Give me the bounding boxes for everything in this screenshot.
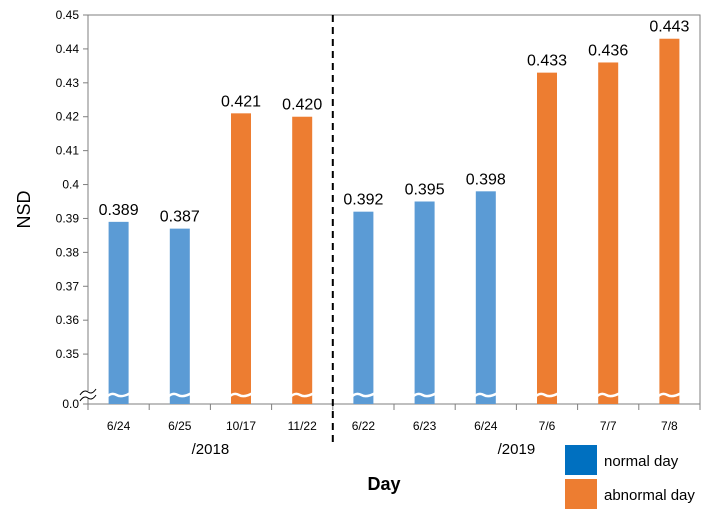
y-tick-label: 0.0	[62, 397, 79, 411]
y-tick-label: 0.42	[56, 110, 80, 124]
legend-swatch-normal	[565, 445, 597, 475]
bar-break	[656, 391, 683, 398]
y-tick-label: 0.44	[56, 42, 80, 56]
bar	[231, 113, 251, 404]
legend-swatch-abnormal	[565, 479, 597, 509]
bar	[169, 228, 190, 404]
data-label: 0.443	[649, 19, 689, 36]
axis-break-gap	[82, 391, 94, 398]
bar	[475, 191, 496, 404]
bar-break	[411, 391, 438, 398]
bar-break	[166, 391, 193, 398]
y-tick-label: 0.41	[56, 144, 80, 158]
data-label: 0.387	[160, 209, 200, 226]
y-axis-title: NSD	[14, 190, 34, 228]
bar-break	[534, 391, 560, 398]
axis-break-mark	[79, 394, 97, 402]
legend-label-normal: normal day	[604, 453, 679, 470]
bar-break	[472, 391, 499, 398]
group-label: /2018	[192, 441, 230, 458]
data-label: 0.433	[527, 53, 567, 70]
bar-break	[228, 391, 254, 398]
y-tick-label: 0.4	[62, 178, 79, 192]
legend-label-abnormal: abnormal day	[604, 487, 695, 504]
bar-break	[350, 391, 377, 398]
bar	[414, 201, 435, 404]
data-label: 0.420	[282, 97, 322, 114]
data-label: 0.389	[99, 202, 139, 219]
x-tick-label: 6/25	[168, 419, 192, 433]
y-tick-label: 0.43	[56, 76, 80, 90]
bar	[598, 62, 619, 405]
data-label: 0.436	[588, 42, 628, 59]
data-label: 0.392	[343, 192, 383, 209]
y-tick-label: 0.38	[56, 245, 80, 259]
x-tick-label: 6/24	[474, 419, 498, 433]
axis-break-mark	[79, 388, 97, 396]
x-tick-label: 7/8	[661, 419, 678, 433]
y-tick-label: 0.39	[56, 211, 80, 225]
data-label: 0.398	[466, 171, 506, 188]
bar	[292, 116, 313, 405]
x-tick-label: 6/24	[107, 419, 131, 433]
x-tick-label: 6/22	[352, 419, 376, 433]
y-tick-label: 0.35	[56, 347, 80, 361]
y-tick-label: 0.37	[56, 279, 80, 293]
x-tick-label: 7/6	[539, 419, 556, 433]
x-tick-label: 7/7	[600, 419, 617, 433]
group-label: /2019	[498, 441, 536, 458]
x-axis-title: Day	[367, 474, 400, 494]
bar-break	[105, 391, 132, 398]
y-tick-label: 0.36	[56, 313, 80, 327]
data-label: 0.421	[221, 93, 261, 110]
bar	[659, 38, 680, 405]
bar	[108, 221, 129, 404]
x-tick-label: 6/23	[413, 419, 437, 433]
plot-area: 0.0 0.35 0.36 0.37 0.38 0.39 0.4 0.41 0.42 0.43 0.…	[14, 8, 701, 509]
y-tick-label: 0.45	[56, 8, 80, 22]
bar-break	[289, 391, 315, 398]
bar	[537, 72, 557, 405]
x-tick-label: 11/22	[288, 419, 317, 433]
bar-break	[595, 391, 621, 398]
bar	[353, 211, 374, 404]
data-label: 0.395	[405, 182, 445, 199]
x-tick-label: 10/17	[226, 419, 256, 433]
